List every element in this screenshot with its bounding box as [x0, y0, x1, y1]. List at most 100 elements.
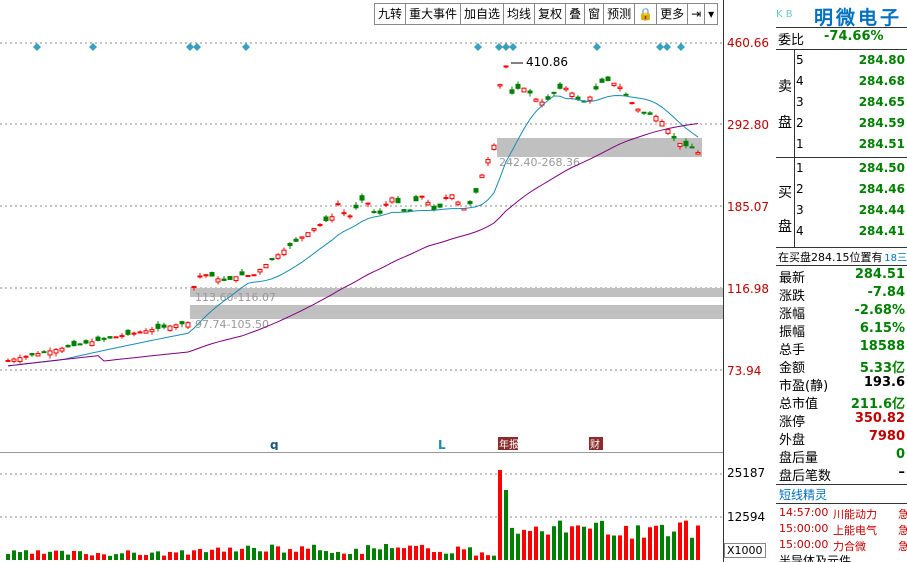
- volume-bar: [354, 548, 358, 560]
- buy-level-4[interactable]: 4 284.41: [776, 222, 907, 242]
- finance-badge-icon[interactable]: [589, 437, 603, 450]
- volume-bar: [24, 550, 28, 560]
- buy-level-2[interactable]: 2 284.46: [776, 180, 907, 200]
- news-item[interactable]: 15:00:00 上能电气 急: [776, 522, 907, 539]
- volume-bar: [180, 550, 184, 560]
- candle-body: [251, 274, 257, 277]
- sell-level-1[interactable]: 1 284.51: [776, 135, 907, 155]
- candle-body: [467, 201, 473, 205]
- report-badge-icon[interactable]: [498, 437, 518, 450]
- stat-label: 金额: [779, 361, 806, 376]
- candle-body: [551, 91, 557, 94]
- buy-level-price: 284.41: [858, 224, 905, 238]
- candle-body: [197, 275, 203, 278]
- marker-l[interactable]: L: [438, 438, 446, 450]
- stat-value: 6.15%: [859, 321, 905, 336]
- buy-level-1[interactable]: 1 284.50: [776, 159, 907, 179]
- event-diamond-icon[interactable]: [656, 43, 664, 51]
- event-diamond-icon[interactable]: [495, 43, 503, 51]
- buy-level-index: 4: [796, 224, 804, 238]
- volume-bar: [318, 550, 322, 560]
- toolbar-button-9[interactable]: 更多: [657, 4, 689, 24]
- event-diamond-icon[interactable]: [193, 43, 201, 51]
- volume-bar: [138, 554, 142, 560]
- volume-bar: [246, 545, 250, 560]
- candle-body: [155, 323, 161, 329]
- event-diamond-icon[interactable]: [677, 43, 685, 51]
- volume-bar: [126, 550, 130, 560]
- volume-bar: [156, 551, 160, 560]
- volume-bar: [414, 545, 418, 560]
- sell-level-price: 284.51: [858, 137, 905, 151]
- volume-bar: [522, 529, 526, 560]
- stock-title: K B 明微电子: [776, 3, 907, 29]
- volume-bar: [462, 549, 466, 560]
- volume-bar: [54, 550, 58, 560]
- event-diamond-icon[interactable]: [242, 43, 250, 51]
- volume-bar: [492, 555, 496, 560]
- candle-body: [623, 93, 629, 96]
- sell-level-3[interactable]: 3 284.65: [776, 93, 907, 113]
- marker-q[interactable]: q: [270, 438, 279, 450]
- candle-body: [53, 349, 59, 354]
- toolbar-button-7[interactable]: 预测: [604, 4, 636, 24]
- volume-bar: [588, 528, 592, 560]
- volume-bar: [654, 525, 658, 560]
- candle-body: [191, 285, 197, 288]
- toolbar-button-5[interactable]: 叠: [566, 4, 586, 24]
- event-diamond-icon[interactable]: [509, 43, 517, 51]
- stat-value: –: [898, 465, 906, 480]
- volume-chart[interactable]: [0, 452, 723, 562]
- candle-body: [203, 274, 209, 277]
- volume-bar: [198, 549, 202, 560]
- event-diamond-icon[interactable]: [663, 43, 671, 51]
- volume-bar: [456, 546, 460, 560]
- sell-level-2[interactable]: 2 284.59: [776, 114, 907, 134]
- zone-label-0: 242.40-268.36: [499, 156, 580, 169]
- toolbar-button-8[interactable]: 🔒: [635, 4, 658, 24]
- toolbar-button-10[interactable]: ⇥: [688, 4, 706, 24]
- news-time: 15:00:00: [779, 522, 829, 535]
- toolbar-button-3[interactable]: 均线: [504, 4, 536, 24]
- sell-level-price: 284.59: [858, 116, 905, 130]
- volume-bar: [390, 548, 394, 560]
- chart-area[interactable]: 242.40-268.36 113.60-116.07 97.74-105.50 41…: [0, 0, 723, 562]
- toolbar-button-4[interactable]: 复权: [535, 4, 567, 24]
- buy-level-index: 3: [796, 203, 804, 217]
- toolbar-button-2[interactable]: 加自选: [461, 4, 505, 24]
- event-diamond-icon[interactable]: [186, 43, 194, 51]
- stat-value: 7980: [868, 429, 905, 444]
- volume-bar: [264, 551, 268, 560]
- event-diamond-icon[interactable]: [474, 43, 482, 51]
- sell-level-5[interactable]: 5 284.80: [776, 51, 907, 71]
- candle-body: [395, 197, 401, 204]
- volume-bar: [48, 551, 52, 560]
- event-diamond-icon[interactable]: [89, 43, 97, 51]
- toolbar-button-11[interactable]: ▾: [708, 7, 715, 21]
- news-item[interactable]: 14:57:00 川能动力 急: [776, 506, 907, 523]
- price-candlestick-chart[interactable]: 242.40-268.36 113.60-116.07 97.74-105.50 41…: [0, 27, 723, 450]
- news-tag: 急: [898, 508, 907, 521]
- news-title[interactable]: 短线精灵: [779, 488, 828, 502]
- volume-bar: [396, 547, 400, 560]
- event-diamond-icon[interactable]: [502, 43, 510, 51]
- candle-body: [695, 151, 701, 155]
- toolbar-button-0[interactable]: 九转: [375, 4, 407, 24]
- stock-name[interactable]: 明微电子: [814, 7, 903, 29]
- candle-body: [575, 96, 581, 100]
- candle-body: [329, 216, 335, 221]
- news-item[interactable]: 15:00:00 力合微 急: [776, 538, 907, 555]
- volume-bar: [384, 544, 388, 560]
- event-diamond-icon[interactable]: [593, 43, 601, 51]
- toolbar-button-1[interactable]: 重大事件: [406, 4, 462, 24]
- candle-body: [605, 76, 611, 81]
- volume-bar: [150, 552, 154, 560]
- volume-bar: [144, 554, 148, 560]
- candle-body: [497, 84, 503, 87]
- volume-bar: [480, 552, 484, 560]
- buy-level-3[interactable]: 3 284.44: [776, 201, 907, 221]
- toolbar-button-6[interactable]: 窗: [585, 4, 605, 24]
- candle-body: [377, 210, 383, 214]
- event-diamond-icon[interactable]: [33, 43, 41, 51]
- sell-level-4[interactable]: 4 284.68: [776, 72, 907, 92]
